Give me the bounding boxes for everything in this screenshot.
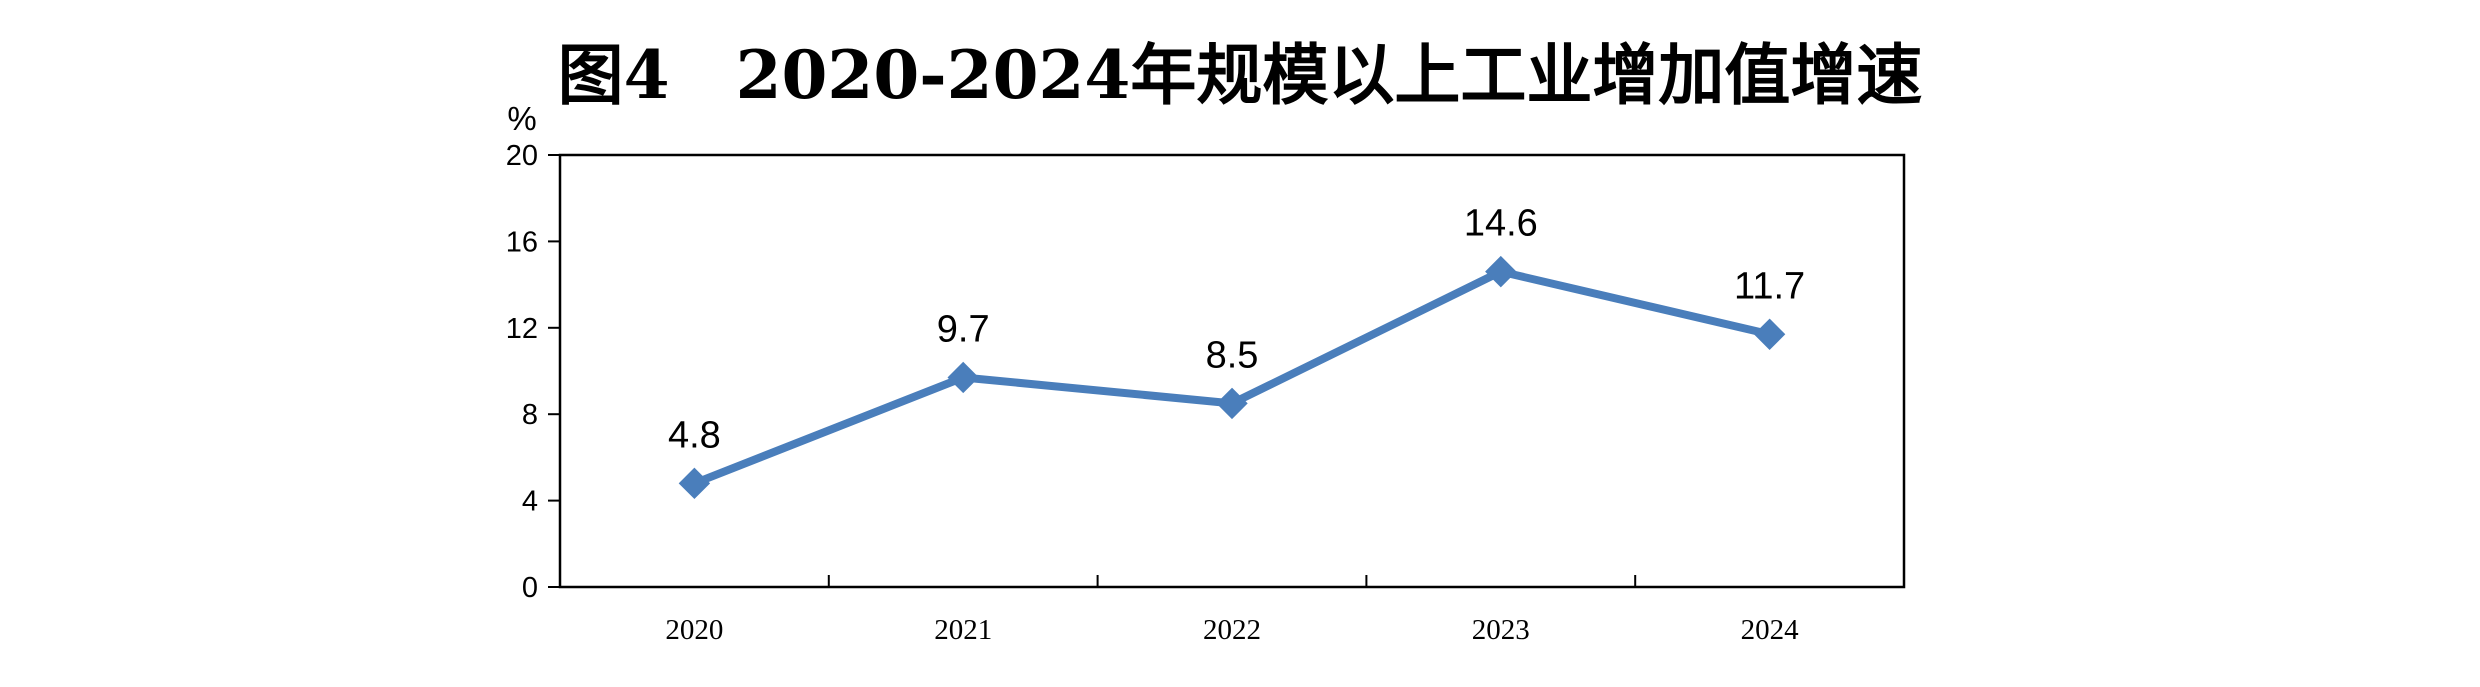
x-tick-label: 2021 — [934, 614, 992, 646]
chart-title: 图4 2020-2024年规模以上工业增加值增速 — [558, 36, 1923, 114]
y-tick-label: 0 — [522, 572, 538, 604]
data-label: 14.6 — [1464, 203, 1538, 245]
x-tick-label: 2023 — [1472, 614, 1530, 646]
y-tick-label: 12 — [506, 313, 538, 345]
series-line-group — [678, 255, 1786, 500]
plot-area — [558, 153, 1906, 589]
data-label: 8.5 — [1206, 334, 1259, 376]
data-label: 11.7 — [1734, 265, 1805, 307]
y-tick-label: 20 — [506, 140, 538, 172]
data-point-marker — [1753, 318, 1786, 350]
data-point-marker — [1216, 387, 1248, 420]
data-labels-group: 4.8 9.7 8.5 14.6 11.7 — [668, 203, 1805, 457]
x-tick-label: 2022 — [1203, 614, 1261, 646]
data-point-marker — [947, 361, 979, 394]
x-tick-label: 2024 — [1741, 614, 1800, 646]
x-tick-label: 2020 — [665, 614, 723, 646]
y-unit-label: % — [507, 100, 536, 137]
y-tick-label: 16 — [506, 226, 538, 258]
y-tick-label: 4 — [522, 486, 538, 518]
data-point-marker — [678, 467, 711, 500]
y-tick-label: 8 — [522, 399, 538, 431]
data-point-marker — [1485, 255, 1517, 288]
data-label: 9.7 — [937, 308, 990, 350]
x-axis: 2020 2021 2022 2023 2024 — [665, 575, 1799, 646]
y-axis: 0 4 8 12 16 20 — [506, 140, 560, 604]
data-label: 4.8 — [668, 414, 721, 456]
